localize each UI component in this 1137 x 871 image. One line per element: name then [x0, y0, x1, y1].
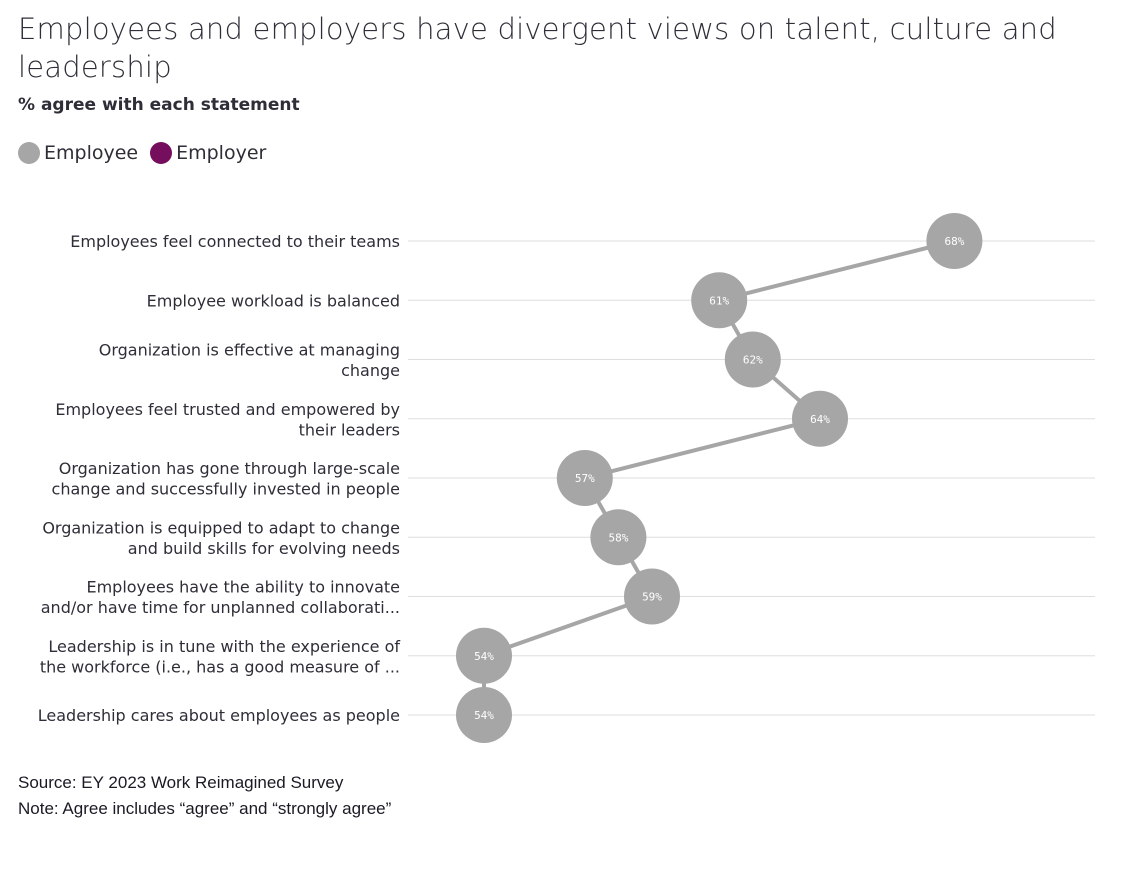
data-label: 57% — [575, 472, 595, 485]
category-label-line: Organization is effective at managing — [99, 341, 400, 360]
category-label: Employees feel connected to their teams — [70, 232, 400, 251]
legend-item-employer: Employer — [150, 142, 266, 164]
category-label: Employees feel trusted and empowered by t… — [55, 400, 400, 440]
category-label: Organization is effective at managing cha… — [99, 341, 400, 381]
category-label-line: Employees have the ability to innovate — [86, 578, 400, 597]
category-label: Employee workload is balanced — [147, 291, 400, 310]
category-label-line: Organization has gone through large-scal… — [59, 459, 400, 478]
category-label-line: Leadership is in tune with the experienc… — [48, 637, 400, 656]
data-point — [456, 687, 512, 743]
category-label-line: change — [341, 361, 400, 380]
data-label: 62% — [743, 354, 763, 367]
category-label-line: change and successfully invested in peop… — [52, 480, 400, 499]
category-label: Employees have the ability to innovate an… — [41, 578, 400, 618]
chart-title: Employees and employers have divergent v… — [18, 12, 1057, 84]
category-label-line: Employees feel trusted and empowered by — [55, 400, 400, 419]
data-point — [556, 450, 613, 506]
category-label-line: Employees feel connected to their teams — [70, 232, 400, 251]
legend-item-employee: Employee — [18, 142, 138, 164]
category-label-line: the workforce (i.e., has a good measure … — [40, 657, 400, 676]
source-note: Source: EY 2023 Work Reimagined Survey — [18, 773, 344, 792]
legend-swatch-employee — [18, 142, 40, 164]
data-point — [792, 390, 848, 447]
category-label: Leadership cares about employees as peop… — [38, 706, 400, 725]
data-point — [691, 272, 748, 329]
category-label-line: Leadership cares about employees as peop… — [38, 706, 400, 725]
legend-label-employer: Employer — [176, 142, 267, 164]
data-label: 61% — [709, 294, 729, 307]
category-label: Leadership is in tune with the experienc… — [40, 637, 401, 677]
legend: Employee Employer — [18, 142, 278, 164]
data-label: 59% — [642, 591, 662, 604]
data-point — [926, 213, 983, 269]
data-point — [590, 509, 647, 566]
data-point — [724, 331, 781, 388]
category-label: Organization has gone through large-scal… — [52, 459, 400, 499]
category-label-line: Organization is equipped to adapt to cha… — [42, 518, 400, 537]
category-label-line: and/or have time for unplanned collabora… — [41, 598, 400, 617]
data-label: 64% — [810, 413, 830, 426]
data-label: 54% — [474, 709, 494, 722]
data-label: 58% — [608, 531, 628, 544]
agree-note: Note: Agree includes “agree” and “strong… — [18, 799, 392, 818]
chart-subtitle: % agree with each statement — [18, 95, 300, 115]
category-label-line: and build skills for evolving needs — [128, 539, 400, 558]
legend-label-employee: Employee — [44, 142, 139, 164]
data-point — [624, 568, 680, 625]
data-label: 68% — [944, 235, 964, 248]
data-label: 54% — [474, 650, 494, 663]
legend-swatch-employer — [150, 142, 173, 164]
data-point — [456, 627, 512, 684]
category-label-line: their leaders — [299, 420, 400, 439]
footer: Source: EY 2023 Work Reimagined Survey N… — [18, 770, 391, 822]
category-label-line: Employee workload is balanced — [147, 291, 400, 310]
category-label: Organization is equipped to adapt to cha… — [42, 518, 400, 558]
